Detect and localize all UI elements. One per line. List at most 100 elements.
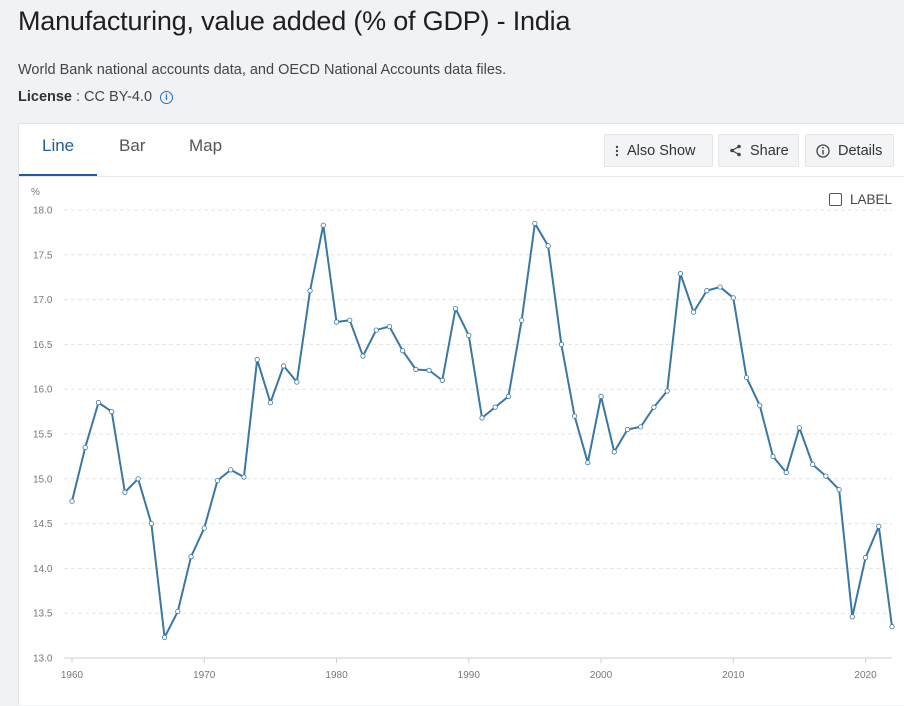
series-line xyxy=(71,222,893,639)
data-point[interactable] xyxy=(704,288,710,294)
active-tab-indicator xyxy=(19,174,97,176)
data-point[interactable] xyxy=(664,388,670,394)
data-point[interactable] xyxy=(333,319,340,325)
y-tick-label: 16.0 xyxy=(33,385,53,396)
data-point[interactable] xyxy=(426,367,432,373)
also-show-label: Also Show xyxy=(627,142,696,159)
data-point[interactable] xyxy=(82,444,88,451)
details-button[interactable]: Details xyxy=(805,134,894,167)
data-point[interactable] xyxy=(558,341,564,347)
data-point[interactable] xyxy=(360,353,366,359)
data-point[interactable] xyxy=(730,295,736,301)
tab-line[interactable]: Line xyxy=(42,136,75,155)
tab-bar[interactable]: Bar xyxy=(119,136,146,155)
x-tick-label: 2000 xyxy=(590,670,613,681)
data-point[interactable] xyxy=(783,469,789,476)
data-point[interactable] xyxy=(386,323,393,330)
chart-card: Line Bar Map Also Show Share Details LAB… xyxy=(18,123,904,705)
data-point[interactable] xyxy=(439,377,445,383)
data-point[interactable] xyxy=(505,393,512,399)
label-toggle-text: LABEL xyxy=(850,192,893,207)
x-tick-label: 1960 xyxy=(61,670,84,681)
data-point[interactable] xyxy=(889,624,895,630)
data-point[interactable] xyxy=(796,425,803,431)
data-point[interactable] xyxy=(862,555,869,561)
label-toggle[interactable]: LABEL xyxy=(829,192,892,207)
data-point[interactable] xyxy=(254,357,260,363)
data-point[interactable] xyxy=(849,614,855,620)
data-point[interactable] xyxy=(677,271,683,277)
data-point[interactable] xyxy=(770,453,776,459)
data-point[interactable] xyxy=(400,348,406,354)
data-point[interactable] xyxy=(320,222,326,228)
data-point[interactable] xyxy=(717,284,723,290)
data-point[interactable] xyxy=(611,449,617,455)
data-point[interactable] xyxy=(743,374,750,381)
license-label: License xyxy=(18,89,72,105)
data-point[interactable] xyxy=(307,288,313,294)
data-point[interactable] xyxy=(267,400,273,406)
data-point[interactable] xyxy=(148,520,154,527)
data-point[interactable] xyxy=(161,634,168,640)
share-icon xyxy=(729,144,742,157)
y-tick-label: 13.0 xyxy=(33,654,53,665)
data-point[interactable] xyxy=(241,474,247,480)
data-point[interactable] xyxy=(122,489,128,495)
chart-tabs: Line Bar Map Also Show Share Details xyxy=(19,124,904,177)
data-point[interactable] xyxy=(876,523,882,529)
share-label: Share xyxy=(750,142,789,159)
data-point[interactable] xyxy=(571,413,578,419)
data-point[interactable] xyxy=(95,400,102,406)
data-point[interactable] xyxy=(188,554,194,560)
line-chart: % 13.0 13.5 14.0 14.5 15.0 15.5 16.0 16.5 17.0 17… xyxy=(31,187,895,681)
y-tick-label: 17.5 xyxy=(33,250,53,261)
data-point[interactable] xyxy=(175,608,181,615)
source-note: World Bank national accounts data, and O… xyxy=(18,62,507,78)
data-point[interactable] xyxy=(836,486,842,493)
data-point[interactable] xyxy=(347,317,353,323)
also-show-button[interactable]: Also Show xyxy=(604,134,713,167)
x-tick-label: 1990 xyxy=(458,670,481,681)
page-title: Manufacturing, value added (% of GDP) - … xyxy=(18,6,571,36)
data-point[interactable] xyxy=(545,243,551,249)
data-point[interactable] xyxy=(135,476,141,482)
data-point[interactable] xyxy=(294,379,300,385)
x-tick-label: 1970 xyxy=(193,670,216,681)
data-point[interactable] xyxy=(757,402,763,408)
data-point[interactable] xyxy=(823,473,829,479)
data-point[interactable] xyxy=(519,317,525,323)
data-point[interactable] xyxy=(492,404,498,410)
data-point[interactable] xyxy=(598,393,604,399)
info-icon[interactable]: i xyxy=(160,90,174,104)
data-point[interactable] xyxy=(413,366,419,373)
data-point[interactable] xyxy=(69,498,75,504)
license-value: : CC BY-4.0 xyxy=(76,89,153,105)
data-point[interactable] xyxy=(532,220,538,227)
data-point[interactable] xyxy=(585,460,591,466)
data-point[interactable] xyxy=(691,309,697,315)
tab-map[interactable]: Map xyxy=(189,136,223,155)
data-point[interactable] xyxy=(201,525,207,531)
label-checkbox[interactable] xyxy=(829,193,842,206)
y-tick-label: 13.5 xyxy=(33,609,53,620)
y-axis-unit: % xyxy=(31,187,40,198)
data-point[interactable] xyxy=(638,424,644,430)
data-point[interactable] xyxy=(109,408,115,415)
data-point[interactable] xyxy=(214,477,221,484)
x-tick-label: 1980 xyxy=(325,670,348,681)
data-point[interactable] xyxy=(624,426,631,433)
data-point[interactable] xyxy=(281,363,287,369)
y-tick-label: 14.0 xyxy=(33,564,53,575)
y-tick-label: 17.0 xyxy=(33,295,53,306)
data-point[interactable] xyxy=(466,332,472,339)
data-point[interactable] xyxy=(452,305,459,312)
kebab-menu-icon xyxy=(615,145,619,157)
y-tick-label: 15.0 xyxy=(33,474,53,485)
data-point[interactable] xyxy=(479,415,485,421)
share-button[interactable]: Share xyxy=(718,134,799,167)
info-circle-icon xyxy=(816,143,830,158)
data-point[interactable] xyxy=(651,404,657,410)
data-point[interactable] xyxy=(228,467,234,473)
data-point[interactable] xyxy=(810,461,816,468)
data-point[interactable] xyxy=(373,327,379,333)
